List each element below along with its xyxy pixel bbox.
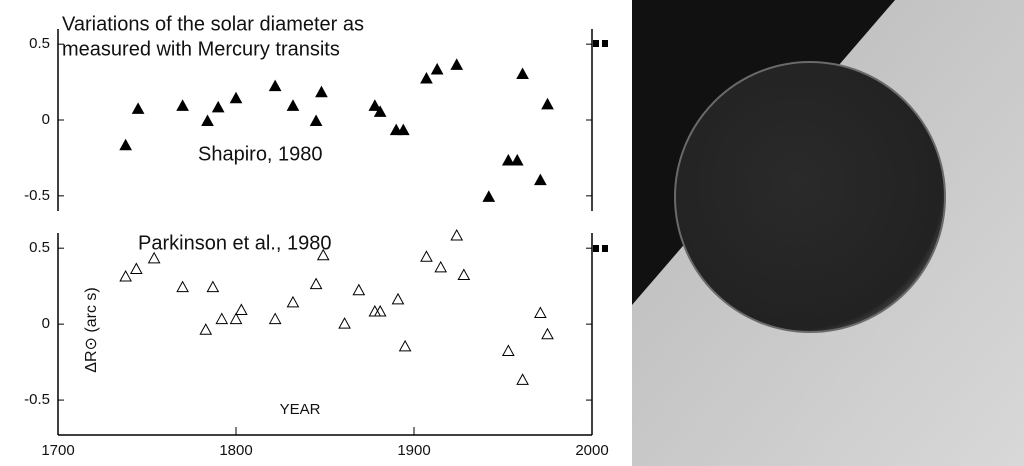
y-tick-label: 0 [42,315,50,332]
data-point [400,341,411,351]
data-point [311,279,322,289]
legend-squares [593,40,608,252]
y-tick-label: 0 [42,111,50,128]
data-point [435,262,446,272]
data-point [392,294,403,304]
data-point [131,263,142,273]
data-point [236,304,247,314]
annotation: Shapiro, 1980 [198,143,323,165]
y-tick-label: -0.5 [24,187,50,204]
data-point [421,251,432,261]
data-point [200,324,211,334]
data-point [353,285,364,295]
data-point [216,314,227,324]
data-point [270,314,281,324]
data-point [213,102,224,112]
data-point [311,116,322,126]
data-point [149,253,160,263]
data-point [120,140,131,150]
data-point [177,282,188,292]
data-point [231,93,242,103]
data-point [458,270,469,280]
data-point [542,99,553,109]
x-tick-label: 1800 [219,442,252,459]
x-tick-label: 1900 [397,442,430,459]
data-point [339,318,350,328]
data-point [133,103,144,113]
data-point [517,374,528,384]
data-point [451,230,462,240]
data-point [375,306,386,316]
chart-title: Variations of the solar diameter as [62,13,364,35]
x-tick-label: 1700 [41,442,74,459]
figure: 0.5 0 -0.5 Variations of the solar diameter… [0,0,1024,466]
y-tick-label: 0.5 [29,35,50,52]
data-point [287,297,298,307]
annotation: Parkinson et al., 1980 [138,232,331,254]
data-point [287,100,298,110]
data-point [517,69,528,79]
data-point [369,306,380,316]
data-point [535,175,546,185]
data-point [231,314,242,324]
data-point [207,282,218,292]
page: 0.5 0 -0.5 Variations of the solar diameter… [0,0,1024,466]
data-point [421,73,432,83]
data-point [503,345,514,355]
data-point [542,329,553,339]
chart-title: measured with Mercury transits [62,38,340,60]
data-point [202,116,213,126]
y-axis-label: ΔR⊙ (arc s) [83,287,100,372]
data-point [177,100,188,110]
data-point [451,59,462,69]
x-axis-label: YEAR [280,401,321,418]
photo [632,0,1024,466]
data-point [483,191,494,201]
data-point [316,87,327,97]
y-tick-label: -0.5 [24,391,50,408]
x-tick-label: 2000 [575,442,608,459]
data-point [512,155,523,165]
data-point [270,81,281,91]
data-point [535,307,546,317]
data-point [432,64,443,74]
data-point [120,271,131,281]
y-tick-label: 0.5 [29,239,50,256]
